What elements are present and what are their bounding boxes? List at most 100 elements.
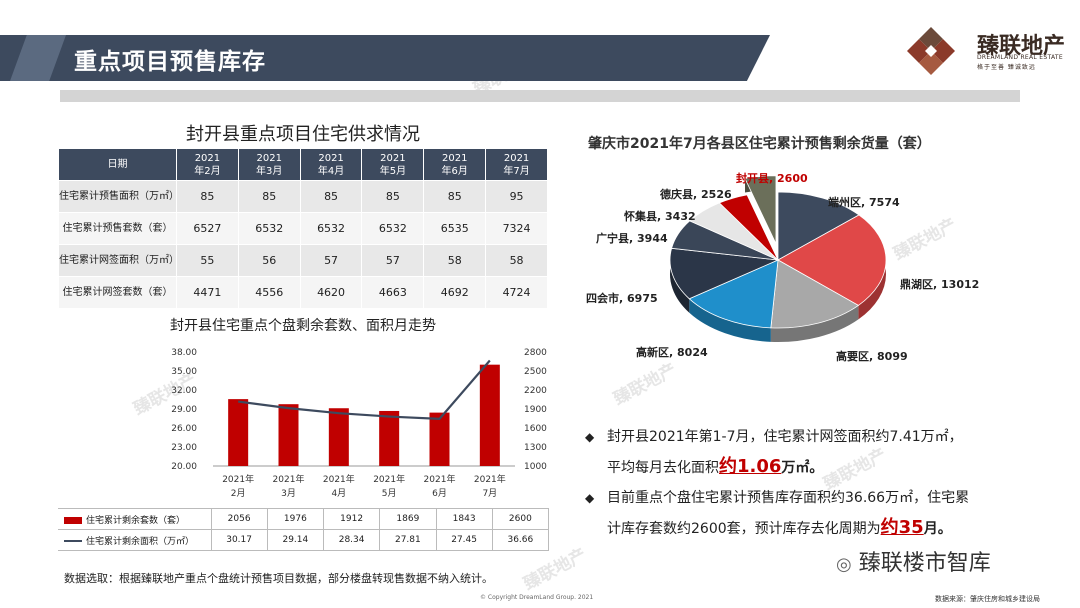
x-tick-label: 2021年 — [474, 473, 506, 485]
month-header: 2021年2月 — [176, 148, 239, 181]
pie-slice — [777, 191, 860, 261]
highlight-value: 约35 — [880, 517, 924, 538]
pie-chart: 端州区, 7574 鼎湖区, 13012 高要区, 8099 高新区, 8024 四会市… — [586, 171, 979, 363]
month-header: 2021年3月 — [237, 148, 301, 181]
header-divider — [60, 90, 1020, 102]
pie-label: 端州区, 7574 — [828, 195, 900, 209]
pie-slice — [777, 214, 887, 306]
table-cell: 55 — [176, 244, 239, 277]
month-header: 2021年4月 — [299, 148, 363, 181]
highlight-value: 约1.06 — [719, 456, 782, 477]
table-row: 住宅累计预售面积（万㎡） 85 85 85 85 85 95 — [58, 180, 548, 213]
copyright: © Copyright DreamLand Group. 2021 — [480, 594, 594, 601]
pie-label: 德庆县, 2526 — [659, 187, 732, 201]
row-label: 住宅累计预售套数（套） — [58, 212, 177, 245]
table-cell: 6532 — [361, 212, 425, 245]
month-header: 2021年6月 — [423, 148, 487, 181]
row-label: 住宅累计预售面积（万㎡） — [58, 180, 179, 213]
x-tick-label: 2021年 — [323, 473, 355, 485]
table-cell: 58 — [485, 244, 548, 277]
pie-label: 高新区, 8024 — [636, 345, 708, 359]
left-tick-label: 29.00 — [171, 405, 197, 415]
table-cell: 4663 — [361, 276, 425, 309]
row-label: 住宅累计网签套数（套） — [58, 276, 177, 309]
x-tick-label: 3月 — [281, 488, 296, 499]
pie-label: 广宁县, 3944 — [596, 231, 668, 245]
wechat-account: ◎ 臻联楼市智库 — [836, 545, 991, 577]
table-cell: 30.17 — [210, 529, 268, 551]
table-cell: 7324 — [485, 212, 548, 245]
wechat-name: 臻联楼市智库 — [858, 551, 991, 576]
pie-label: 高要区, 8099 — [836, 349, 908, 363]
x-tick-label: 2月 — [231, 488, 246, 499]
table-cell: 6527 — [176, 212, 239, 245]
table-cell: 27.45 — [435, 529, 493, 551]
table-cell: 29.14 — [266, 529, 325, 551]
logo-text: 臻联地产 — [977, 34, 1066, 59]
x-tick-label: 7月 — [482, 488, 497, 499]
table-cell: 1976 — [266, 508, 325, 530]
bar — [228, 399, 249, 466]
pie-slice — [770, 259, 860, 329]
bar — [278, 404, 299, 466]
trend-chart: 20.00 23.00 26.00 29.00 32.00 35.00 38.00 1000 1… — [171, 348, 547, 499]
right-tick-label: 1600 — [524, 424, 547, 434]
left-tick-label: 20.00 — [171, 462, 197, 472]
data-source: 数据来源：肇庆住房和城乡建设局 — [935, 595, 1040, 603]
x-tick-label: 4月 — [331, 488, 346, 499]
logo-mark — [919, 51, 943, 75]
pie-slice — [669, 247, 780, 300]
table-cell: 56 — [237, 244, 301, 277]
company-logo — [907, 27, 955, 75]
table-cell: 4556 — [237, 276, 301, 309]
row-label: 住宅累计网签面积（万㎡） — [58, 244, 179, 277]
pie-slice — [744, 175, 777, 244]
pie-slice-side — [689, 298, 771, 342]
x-tick-label: 2021年 — [424, 473, 456, 485]
bar — [328, 408, 349, 466]
pie-slice — [688, 259, 779, 329]
table-cell: 85 — [176, 180, 239, 213]
right-tick-label: 1300 — [524, 443, 547, 453]
pie-label: 鼎湖区, 13012 — [900, 277, 979, 291]
table-row: 住宅累计剩余面积（万㎡） 30.17 29.14 28.34 27.81 27.… — [58, 529, 550, 551]
page-title: 重点项目预售库存 — [74, 49, 266, 75]
logo-mark — [925, 45, 937, 57]
bar-legend-swatch — [64, 516, 82, 524]
table-cell: 6532 — [237, 212, 301, 245]
table-cell: 6532 — [299, 212, 363, 245]
pie-slice-side — [770, 305, 859, 342]
left-tick-label: 26.00 — [171, 424, 197, 434]
table-cell: 85 — [299, 180, 363, 213]
logo-mark — [919, 27, 943, 51]
table-cell: 1912 — [322, 508, 381, 530]
table-cell: 1869 — [379, 508, 437, 530]
table-row: 住宅累计网签面积（万㎡） 55 56 57 57 58 58 — [58, 244, 548, 277]
right-tick-label: 1900 — [524, 405, 547, 415]
table-cell: 57 — [299, 244, 363, 277]
x-tick-label: 2021年 — [373, 473, 405, 485]
table-cell: 1843 — [435, 508, 493, 530]
title-banner — [0, 35, 770, 81]
table-cell: 27.81 — [379, 529, 437, 551]
logo-english: DREAMLAND REAL ESTATE — [977, 54, 1063, 61]
left-tick-label: 38.00 — [171, 348, 197, 358]
table-cell: 28.34 — [322, 529, 381, 551]
right-tick-label: 2500 — [524, 367, 547, 377]
legend-label: 住宅累计剩余套数（套） — [86, 515, 186, 526]
supply-table-title: 封开县重点项目住宅供求情况 — [186, 124, 420, 145]
line-legend-swatch — [64, 540, 82, 542]
logo-slogan: 格于至善 臻诚致远 — [977, 64, 1036, 71]
bar — [479, 364, 500, 466]
bullet-item: 封开县2021年第1-7月，住宅累计网签面积约7.41万㎡， 平均每月去化面积约… — [585, 422, 1045, 483]
pie-chart-title: 肇庆市2021年7月各县区住宅累计预售剩余货量（套） — [588, 136, 931, 152]
trend-data-table: 住宅累计剩余套数（套） 2056 1976 1912 1869 1843 260… — [58, 508, 550, 551]
table-cell: 57 — [361, 244, 425, 277]
x-tick-label: 5月 — [382, 488, 397, 499]
table-row: 住宅累计剩余套数（套） 2056 1976 1912 1869 1843 260… — [58, 508, 550, 530]
table-cell: 85 — [361, 180, 425, 213]
pie-slice-side — [670, 248, 690, 313]
table-cell: 6535 — [423, 212, 487, 245]
right-tick-label: 2800 — [524, 348, 547, 358]
supply-table: 日期 2021年2月 2021年3月 2021年4月 2021年5月 2021年… — [58, 148, 548, 309]
